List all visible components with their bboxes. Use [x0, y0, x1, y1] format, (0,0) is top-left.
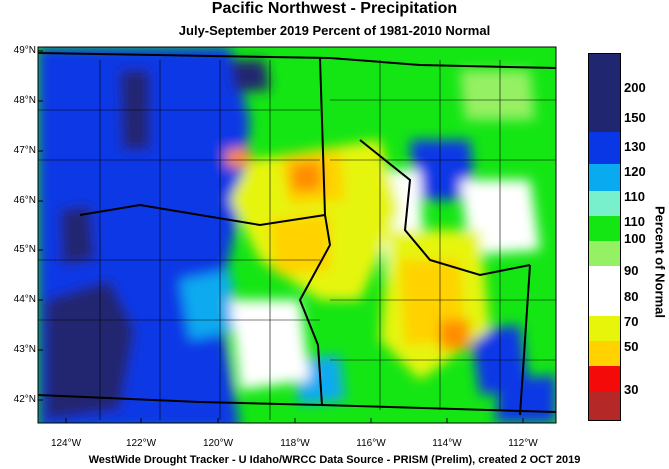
legend-swatch [589, 341, 620, 366]
map-title: Pacific Northwest - Precipitation [211, 0, 458, 17]
legend-swatch [589, 216, 620, 241]
map-subtitle: July-September 2019 Percent of 1981-2010… [178, 23, 491, 38]
legend-label: 70 [624, 314, 639, 329]
legend-label: 30 [624, 382, 639, 397]
lon-label: 116°W [356, 438, 386, 449]
footer-credit: WestWide Drought Tracker - U Idaho/WRCC … [88, 454, 581, 466]
legend-title: Percent of Normal [652, 206, 668, 318]
lat-label: 45°N [13, 244, 36, 255]
legend-swatch [589, 241, 620, 266]
legend-label: 50 [624, 339, 639, 354]
lon-label: 112°W [508, 438, 538, 449]
lon-label: 118°W [280, 438, 310, 449]
legend-swatch [589, 291, 620, 316]
legend-label: 150 [624, 110, 646, 125]
lat-label: 47°N [13, 145, 36, 156]
legend-swatch [589, 316, 620, 341]
color-legend [588, 53, 621, 421]
legend-swatch [589, 266, 620, 292]
lon-label: 120°W [202, 438, 234, 449]
legend-swatch [589, 366, 620, 391]
legend-label: 80 [624, 289, 639, 304]
legend-label: 100 [624, 231, 646, 246]
legend-swatch [589, 164, 620, 191]
lon-label: 124°W [50, 438, 82, 449]
legend-label: 90 [624, 263, 639, 278]
lat-label: 49°N [13, 45, 36, 56]
legend-label: 130 [624, 139, 646, 154]
lon-label: 114°W [432, 438, 462, 449]
lat-label: 43°N [13, 344, 36, 355]
legend-swatch [589, 132, 620, 164]
lon-label: 122°W [125, 438, 157, 449]
legend-swatch [589, 54, 620, 132]
lat-label: 42°N [13, 394, 36, 405]
legend-swatch [589, 191, 620, 216]
lat-label: 46°N [13, 195, 36, 206]
legend-swatch [589, 391, 620, 420]
lat-label: 44°N [13, 294, 36, 305]
legend-label: 110 [624, 214, 645, 229]
legend-label: 200 [624, 80, 646, 95]
legend-label: 120 [624, 164, 646, 179]
lat-label: 48°N [13, 95, 36, 106]
legend-label: 110 [624, 189, 645, 204]
